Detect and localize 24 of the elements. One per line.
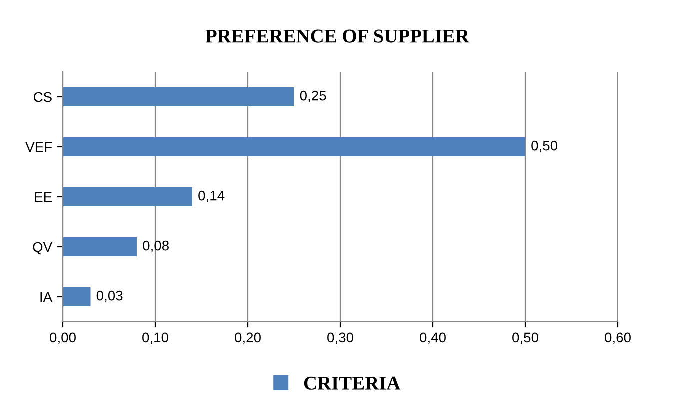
x-tick-label: 0,60 [605, 332, 631, 344]
y-tick-label: EE [35, 192, 52, 202]
data-label: 0,50 [532, 140, 558, 152]
x-tick-label: 0,20 [235, 332, 261, 344]
bar [63, 138, 526, 156]
x-tick-label: 0,30 [328, 332, 354, 344]
data-label: 0,14 [198, 190, 225, 202]
bar [63, 88, 294, 106]
chart-title: PREFERENCE OF SUPPLIER [206, 30, 470, 43]
y-tick-label: VEF [26, 142, 52, 152]
y-tick-label: IA [40, 292, 53, 302]
legend-label: CRITERIA [304, 376, 401, 390]
bar [63, 238, 137, 256]
y-tick-label: CS [34, 92, 52, 102]
data-label: 0,03 [96, 290, 123, 302]
y-tick-label: QV [33, 242, 53, 255]
bar [63, 288, 91, 306]
x-tick-label: 0,50 [512, 332, 538, 344]
x-tick-label: 0,00 [50, 332, 76, 344]
data-label: 0,08 [143, 240, 169, 252]
data-label: 0,25 [300, 90, 326, 102]
x-tick-label: 0,10 [142, 332, 168, 344]
bar [63, 188, 192, 206]
x-tick-label: 0,40 [420, 332, 446, 344]
